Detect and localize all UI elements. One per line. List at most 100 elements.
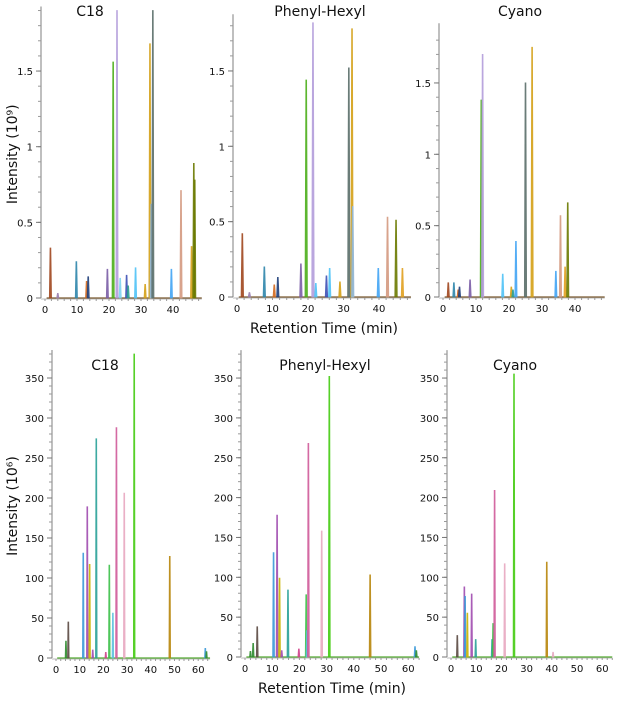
peak (151, 10, 155, 299)
x-tick-label: 20 (97, 665, 110, 676)
x-tick-label: 50 (571, 664, 584, 675)
y-tick-label: 200 (25, 494, 44, 505)
peak (545, 561, 549, 658)
y-tick-label: 100 (214, 573, 233, 584)
peak (86, 506, 89, 659)
peak (132, 353, 136, 659)
y-tick-label: 0 (219, 293, 225, 304)
peak (118, 277, 122, 299)
y-tick-label: 50 (31, 614, 44, 625)
x-tick-label: 0 (242, 664, 248, 675)
x-axis-label: Retention Time (min) (258, 681, 406, 697)
y-tick-label: 0 (38, 654, 44, 665)
x-tick-label: 10 (73, 665, 86, 676)
x-tick-label: 40 (347, 664, 360, 675)
peak (280, 650, 284, 658)
peak (566, 202, 570, 298)
peak (111, 612, 115, 659)
peak (501, 273, 505, 298)
peak (278, 577, 281, 658)
peak (511, 289, 515, 298)
peak (143, 283, 147, 299)
y-tick-label: 1 (219, 142, 225, 153)
panel-top-c18: C18 0 0.5 1 1.5 0 10 20 30 40 Intensity (10⁹) (5, 4, 202, 316)
peak (299, 263, 303, 298)
y-tick-label: 0 (227, 653, 233, 664)
x-tick-label: 30 (320, 664, 333, 675)
peak (272, 552, 275, 658)
x-tick-label: 60 (402, 664, 415, 675)
panel-title: C18 (76, 4, 104, 20)
x-tick-label: 10 (71, 305, 84, 316)
x-tick-label: 10 (266, 304, 279, 315)
peak (466, 612, 469, 658)
panel-title: Cyano (493, 358, 537, 374)
peak (558, 215, 563, 298)
peak (67, 621, 70, 659)
x-tick-label: 30 (520, 664, 533, 675)
y-tick-label: 350 (214, 374, 233, 385)
peak (463, 596, 467, 658)
x-tick-label: 40 (167, 305, 180, 316)
peak (247, 292, 252, 298)
peak (123, 492, 126, 659)
x-tick-label: 30 (135, 305, 148, 316)
y-axis-label: Intensity (10⁹) (5, 104, 21, 204)
x-axis-label: Retention Time (min) (250, 321, 398, 337)
x-tick-label: 40 (545, 664, 558, 675)
y-tick-label: 250 (420, 454, 439, 465)
y-tick-label: 0 (27, 294, 33, 305)
x-tick-label: 50 (168, 665, 181, 676)
y-tick-label: 150 (420, 533, 439, 544)
y-tick-label: 0.5 (17, 218, 33, 229)
peak (272, 284, 276, 298)
peak (104, 652, 108, 659)
peak (474, 639, 477, 658)
x-tick-label: 0 (234, 304, 240, 315)
peak (368, 574, 372, 658)
peak (530, 46, 534, 298)
peak (304, 79, 308, 298)
y-tick-label: 250 (25, 454, 44, 465)
peak (514, 240, 518, 298)
peak (249, 651, 252, 658)
peak (193, 179, 197, 299)
y-tick-label: 150 (25, 534, 44, 545)
panel-bottom-c18: C18 0 50 100 150 200 250 300 350 0 10 20 30 40 50 60 Int… (5, 350, 211, 676)
peak (275, 514, 279, 658)
y-tick-label: 300 (214, 414, 233, 425)
x-tick-label: 20 (103, 305, 116, 316)
y-tick-label: 350 (25, 374, 44, 385)
peak (105, 268, 109, 299)
peak (320, 530, 324, 658)
x-tick-label: 20 (302, 304, 315, 315)
panel-bottom-cyano: Cyano 0 50 100 150 200 250 300 350 0 10 20 30 40 50 60 (420, 350, 613, 675)
peak (251, 643, 255, 658)
panel-top-phenyl-hexyl: Phenyl-Hexyl 0 0.5 1 1.5 0 10 20 30 40 Retention T… (209, 4, 411, 337)
peak (262, 266, 266, 298)
peak (169, 268, 173, 299)
x-tick-label: 20 (503, 304, 516, 315)
x-tick-label: 0 (42, 305, 48, 316)
peak (347, 67, 351, 298)
y-tick-label: 200 (420, 494, 439, 505)
peak (286, 589, 290, 658)
peak (115, 10, 119, 299)
y-tick-label: 1.5 (415, 79, 431, 90)
peak (338, 281, 342, 298)
peak (314, 283, 318, 298)
peak (168, 556, 171, 659)
y-tick-label: 1 (27, 143, 33, 154)
x-tick-label: 20 (293, 664, 306, 675)
peak (414, 650, 418, 658)
peak (91, 649, 94, 659)
peak (240, 233, 244, 298)
peak (179, 190, 183, 299)
panel-title: Phenyl-Hexyl (279, 358, 370, 374)
peak (385, 216, 390, 298)
x-tick-label: 40 (144, 665, 157, 676)
y-tick-label: 0 (425, 293, 431, 304)
peak (351, 206, 355, 298)
peak (452, 282, 456, 298)
peak (394, 219, 398, 298)
